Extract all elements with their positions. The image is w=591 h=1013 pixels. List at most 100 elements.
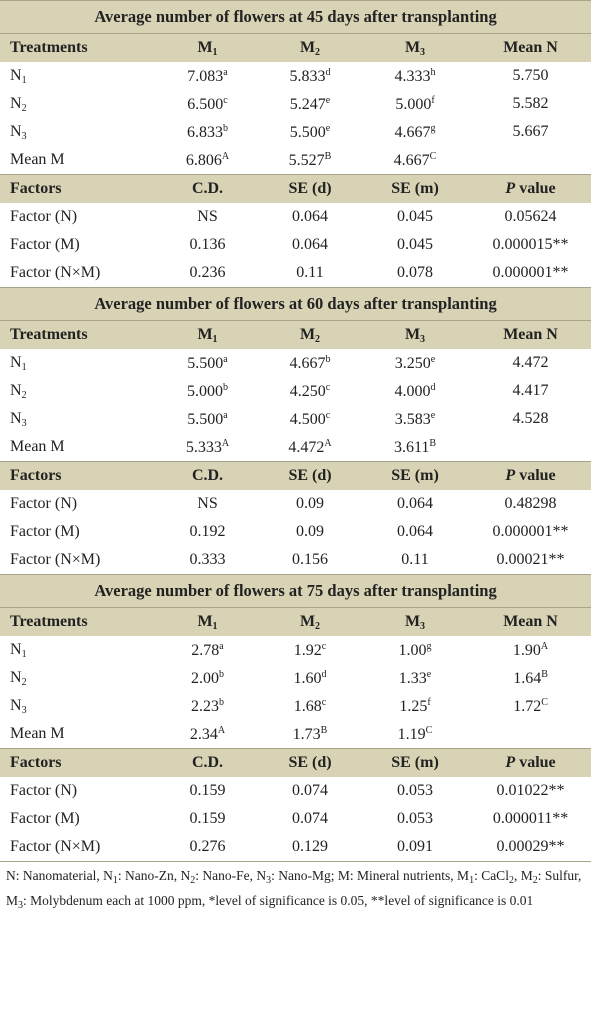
text-run: 6.833: [187, 123, 223, 141]
text-run: 1: [212, 46, 218, 58]
table-cell: 0.236: [189, 264, 226, 281]
table-cell: 5.333A: [155, 433, 260, 462]
text-run: d: [430, 381, 436, 393]
table-cell: Factor (N×M): [10, 838, 101, 855]
section-title: Average number of flowers at 75 days aft…: [0, 574, 591, 608]
text-run: f: [431, 94, 435, 106]
table-row: Factors C.D. SE (d) SE (m) P value: [0, 174, 591, 203]
table-cell: 5.000b: [155, 377, 260, 405]
table-cell: 1.64B: [470, 664, 591, 692]
text-run: 1.90: [512, 641, 541, 659]
table-cell: 4.667b: [260, 349, 360, 377]
table-cell: 0.05624: [504, 208, 557, 225]
table-cell: NS: [197, 495, 218, 512]
text-run: 2: [21, 102, 27, 114]
text-run: 2.23: [191, 697, 219, 715]
text-run: 2: [21, 389, 27, 401]
text-run: 2: [190, 875, 196, 886]
table-cell: 2.78a: [155, 636, 260, 664]
table-cell: Factor (M): [10, 810, 80, 827]
text-run: 4.333: [394, 67, 431, 85]
table-cell: Treatments: [0, 33, 155, 62]
text-run: 3: [21, 130, 27, 142]
text-run: 2.78: [191, 641, 220, 659]
text-run: b: [223, 122, 228, 134]
text-run: 2: [508, 875, 514, 886]
text-run: N: [10, 94, 22, 112]
table-cell: SE (d): [260, 748, 360, 777]
table-row: N2 5.000b 4.250c 4.000d 4.417: [0, 377, 591, 405]
text-run: 3.250: [394, 354, 431, 372]
table-cell: N1: [0, 636, 155, 664]
table-cell: [470, 433, 591, 462]
table-cell: 0.159: [189, 782, 226, 799]
table-cell: 1.25f: [360, 692, 470, 720]
table-cell: 2.23b: [155, 692, 260, 720]
text-run: e: [426, 668, 432, 680]
text-run: 5.500: [187, 410, 224, 428]
text-run: d: [321, 668, 327, 680]
table-cell: 4.250c: [260, 377, 360, 405]
text-run: c: [321, 640, 327, 652]
table-cell: 0.48298: [504, 495, 557, 512]
table-cell: Mean N: [470, 33, 591, 62]
text-run: : CaCl: [474, 868, 509, 883]
table-row: Factor (M) 0.192 0.09 0.064 0.000001**: [0, 518, 591, 546]
table-cell: Factor (N): [10, 782, 78, 799]
text-run: 2.00: [191, 669, 219, 687]
text-run: value: [515, 180, 556, 197]
text-run: c: [325, 409, 331, 421]
text-run: g: [430, 122, 436, 134]
table-cell: 1.60d: [260, 664, 360, 692]
table-cell: Mean M: [10, 151, 65, 168]
table-cell: M3: [360, 607, 470, 636]
text-run: M: [299, 38, 316, 56]
table-cell: 1.92c: [260, 636, 360, 664]
table-cell: 4.472: [512, 354, 549, 371]
table-cell: 0.000011**: [492, 810, 569, 827]
section-title: Average number of flowers at 45 days aft…: [0, 0, 591, 34]
table-cell: N2: [0, 90, 155, 118]
table-cell: P value: [470, 461, 591, 490]
text-run: g: [426, 640, 432, 652]
table-cell: SE (d): [260, 461, 360, 490]
table-cell: C.D.: [155, 748, 260, 777]
table-cell: N1: [0, 349, 155, 377]
table-row: Treatments M1 M2 M3 Mean N: [0, 33, 591, 62]
text-run: 6.806: [185, 151, 222, 169]
text-run: : Sulfur, M: [6, 868, 582, 908]
text-run: 5.247: [289, 95, 326, 113]
table-row: N1 5.500a 4.667b 3.250e 4.472: [0, 349, 591, 377]
table-cell: 0.064: [397, 495, 433, 512]
table-cell: 5.500a: [155, 405, 260, 433]
table-cell: 4.333h: [360, 62, 470, 90]
table-row: Mean M 6.806A 5.527B 4.667C: [0, 146, 591, 175]
table-cell: M1: [155, 607, 260, 636]
table-cell: 0.333: [189, 551, 226, 568]
table-cell: 6.833b: [155, 118, 260, 146]
table-cell: 1.00g: [360, 636, 470, 664]
table-cell: [470, 720, 591, 749]
text-run: 1.73: [292, 725, 321, 743]
table-cell: Mean M: [10, 438, 65, 455]
text-run: 4.667: [289, 354, 326, 372]
text-run: 3: [21, 704, 27, 716]
table-cell: 0.078: [397, 264, 433, 281]
text-run: 3: [420, 333, 426, 345]
text-run: C: [429, 150, 437, 162]
table-cell: 0.11: [401, 551, 429, 568]
table-cell: 0.000015**: [492, 236, 569, 253]
table-row: Factor (N×M) 0.333 0.156 0.11 0.00021**: [0, 546, 591, 575]
table-cell: 0.129: [292, 838, 328, 855]
table-cell: Factor (N): [10, 208, 78, 225]
text-run: b: [223, 381, 228, 393]
table-cell: 0.000001**: [492, 264, 569, 281]
table-cell: 0.053: [397, 810, 433, 827]
table-row: Factor (N×M) 0.236 0.11 0.078 0.000001**: [0, 259, 591, 288]
text-run: d: [325, 66, 331, 78]
table-row: Factors C.D. SE (d) SE (m) P value: [0, 461, 591, 490]
text-run: B: [324, 150, 332, 162]
text-run: N: [10, 353, 22, 371]
table-cell: 1.19C: [360, 720, 470, 749]
text-run: 1.92: [293, 641, 322, 659]
